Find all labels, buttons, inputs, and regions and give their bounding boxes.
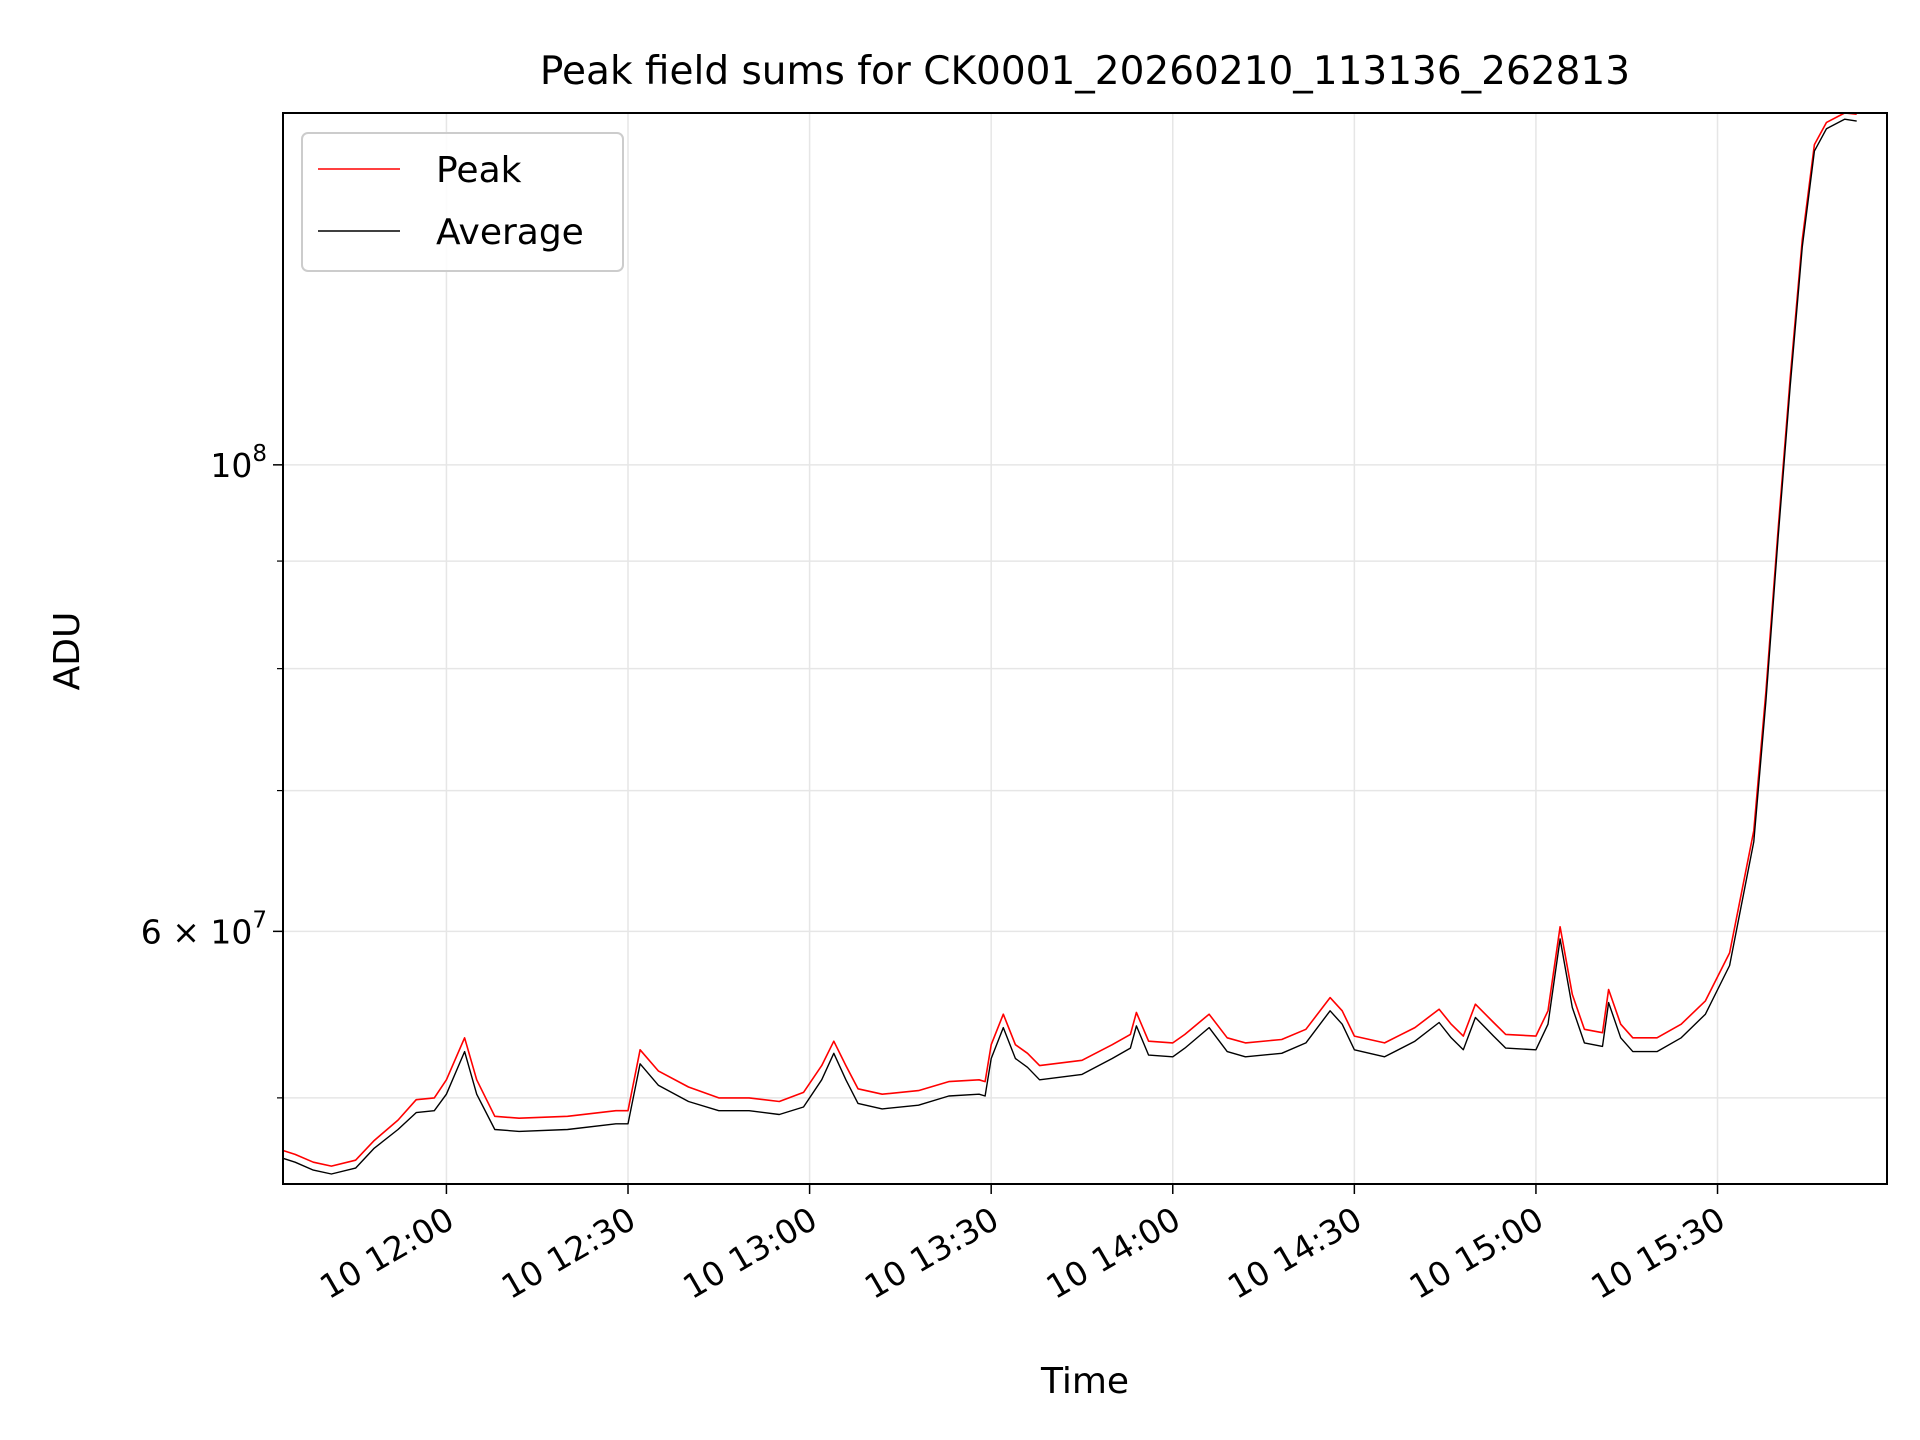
legend-box [301,132,624,272]
y-tick-label: 108 [210,441,267,485]
plot-area-frame [282,112,1888,1185]
x-tick-label: 10 12:30 [495,1199,642,1307]
x-tick-label: 10 13:00 [676,1199,823,1307]
y-tick-label-base: 6 × 10 [141,912,253,951]
grid-lines [283,113,1887,1184]
y-tick-label-base: 10 [210,446,252,485]
legend-label-peak: Peak [436,150,522,191]
plot-series [282,112,1857,1175]
legend: Peak Average [301,132,624,272]
chart-title: Peak field sums for CK0001_20260210_1131… [540,49,1630,94]
x-tick-label: 10 13:30 [858,1199,1005,1307]
y-tick-label: 6 × 107 [141,907,267,951]
x-axis-ticks: 10 12:00 10 12:30 10 13:00 10 13:30 10 14:00… [313,1184,1732,1307]
x-tick-label: 10 14:00 [1039,1199,1186,1307]
x-axis-label: Time [1040,1361,1129,1402]
x-tick-label: 10 15:00 [1403,1199,1550,1307]
x-tick-label: 10 12:00 [313,1199,460,1307]
series-line-peak [282,112,1857,1167]
y-tick-label-exponent: 8 [252,441,267,467]
y-axis-ticks: 108 6 × 107 [141,441,283,1099]
y-axis-label: ADU [47,612,88,691]
x-tick-label: 10 14:30 [1221,1199,1368,1307]
x-tick-label: 10 15:30 [1584,1199,1731,1307]
series-line-average [282,118,1857,1175]
y-tick-label-exponent: 7 [252,907,267,933]
legend-label-average: Average [436,212,584,253]
